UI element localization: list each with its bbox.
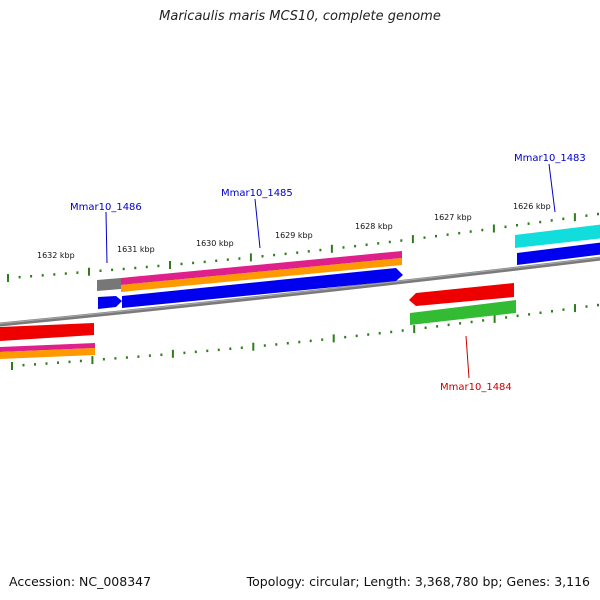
feature-red-left	[0, 323, 94, 341]
map-title: Maricaulis maris MCS10, complete genome	[159, 9, 441, 24]
feature-orange-left	[0, 348, 95, 359]
feature-red-1484[interactable]	[409, 283, 514, 306]
tick-label-1632: 1632 kbp	[37, 251, 75, 260]
leader-line-1484	[465, 335, 470, 379]
feature-orange-1485	[121, 258, 402, 292]
feature-blue-1486[interactable]	[98, 296, 122, 309]
tick-label-1630: 1630 kbp	[196, 239, 234, 248]
outer-tick-track	[7, 212, 599, 282]
genome-backbone-highlight	[0, 257, 600, 325]
gene-label-mmar10-1485[interactable]: Mmar10_1485	[221, 188, 293, 199]
genome-backbone	[0, 256, 600, 327]
feature-blue-1485[interactable]	[122, 268, 403, 308]
tick-label-1626: 1626 kbp	[513, 202, 551, 211]
genome-summary-label: Topology: circular; Length: 3,368,780 bp…	[246, 574, 590, 589]
inner-tick-track	[11, 303, 599, 370]
feature-gray-1486	[97, 278, 121, 291]
gene-label-mmar10-1483[interactable]: Mmar10_1483	[514, 153, 586, 164]
feature-cyan-1483[interactable]	[515, 224, 600, 248]
leader-line-1483	[548, 163, 556, 213]
leader-line-1485	[254, 198, 261, 249]
feature-blue-1483	[517, 242, 600, 265]
gene-label-mmar10-1484[interactable]: Mmar10_1484	[440, 382, 512, 393]
leader-line-1486	[105, 211, 108, 264]
feature-magenta-left	[0, 343, 95, 352]
tick-label-1627: 1627 kbp	[434, 213, 472, 222]
tick-label-1629: 1629 kbp	[275, 231, 313, 240]
tick-label-1628: 1628 kbp	[355, 222, 393, 231]
gene-label-mmar10-1486[interactable]: Mmar10_1486	[70, 202, 142, 213]
feature-magenta-1485	[121, 251, 402, 285]
feature-green-1484	[410, 300, 516, 325]
tick-label-1631: 1631 kbp	[117, 245, 155, 254]
accession-label: Accession: NC_008347	[9, 574, 152, 589]
